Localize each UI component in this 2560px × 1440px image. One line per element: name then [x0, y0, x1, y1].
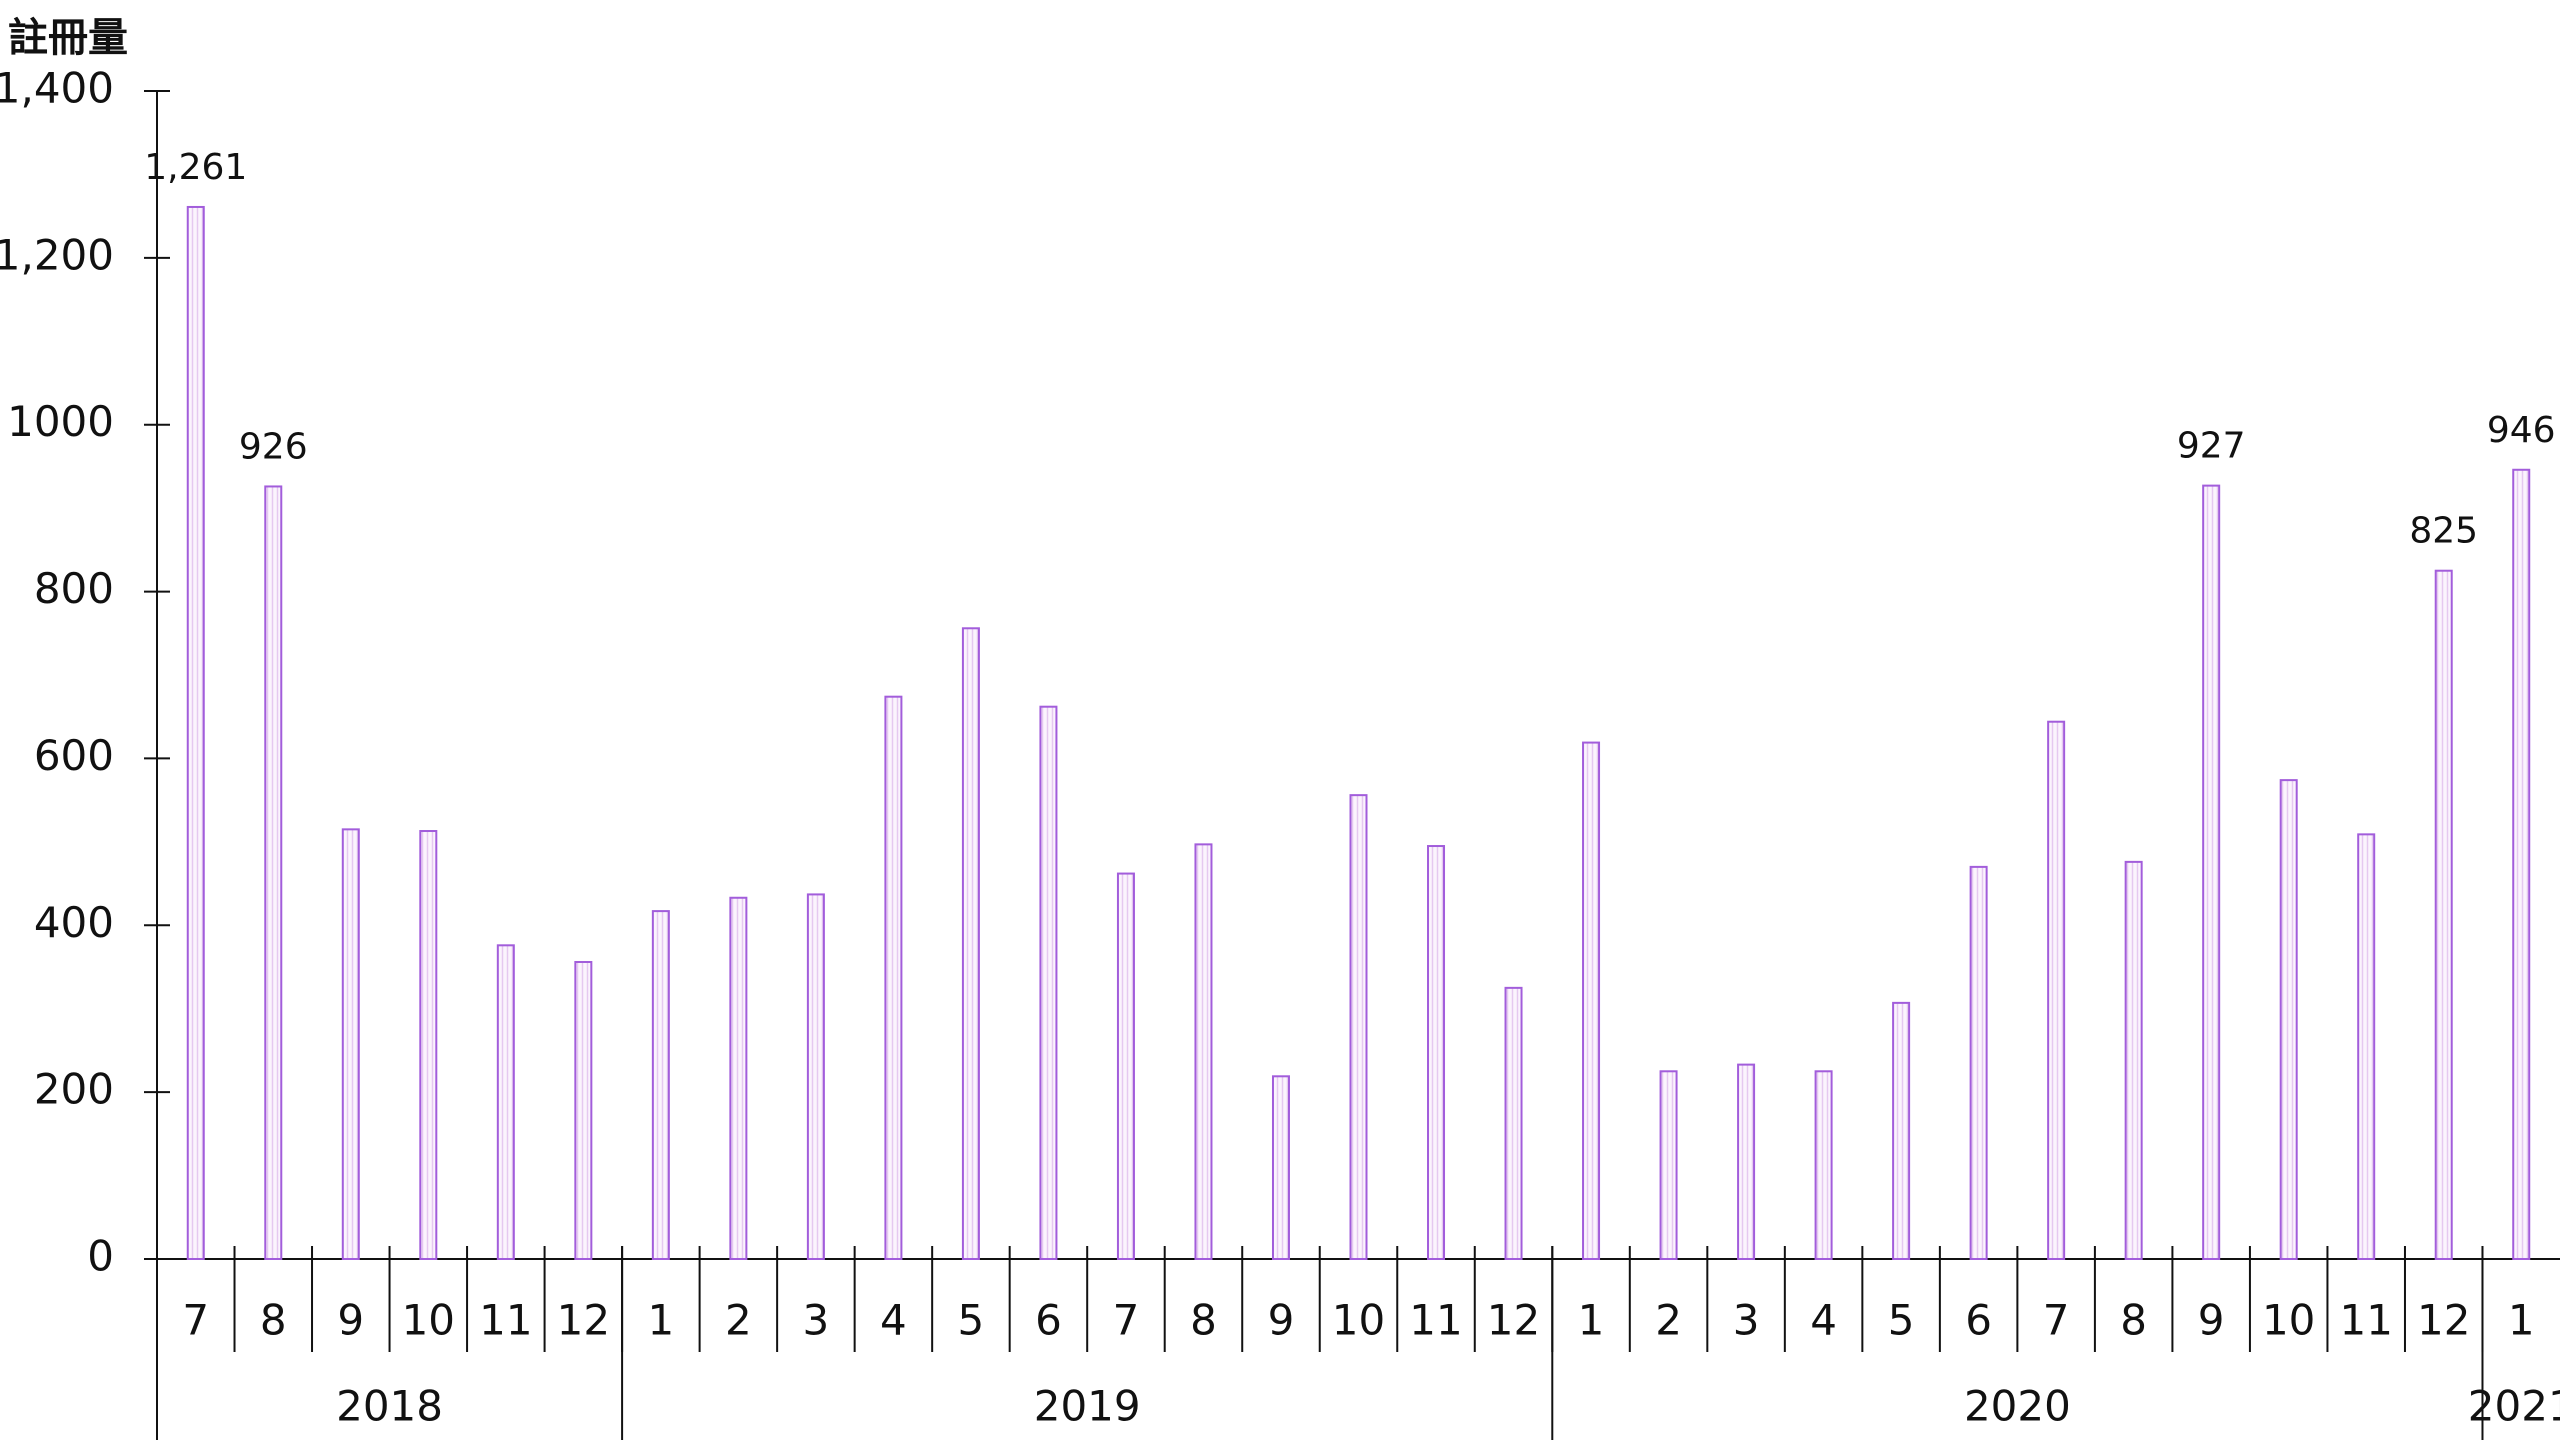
bar [574, 960, 593, 1260]
x-tick-label: 3 [803, 1296, 830, 1345]
y-tick-label: 200 [34, 1065, 114, 1114]
x-tick-label: 5 [1888, 1296, 1915, 1345]
x-tick-label: 3 [1733, 1296, 1760, 1345]
bar [2047, 720, 2066, 1260]
x-tick-label: 10 [2262, 1296, 2315, 1345]
bar [1194, 843, 1213, 1260]
y-tick-label: 1,200 [0, 230, 114, 279]
bar [2124, 860, 2143, 1260]
x-tick-label: 4 [880, 1296, 907, 1345]
bar [1039, 705, 1058, 1260]
group-label: 2020 [1964, 1382, 2071, 1431]
bar [2434, 569, 2453, 1260]
bar [1116, 872, 1135, 1260]
bar [1659, 1070, 1678, 1261]
bar [1271, 1075, 1290, 1260]
value-label: 946 [2487, 410, 2556, 451]
x-tick-label: 8 [2120, 1296, 2147, 1345]
bar [496, 944, 515, 1261]
bar [1969, 865, 1988, 1261]
bar [961, 627, 980, 1260]
y-axis-title: 註冊量 [8, 15, 128, 61]
bar [1427, 845, 1446, 1260]
x-tick-label: 11 [2339, 1296, 2392, 1345]
bar [2279, 779, 2298, 1260]
group-label: 2019 [1034, 1382, 1141, 1431]
x-tick-label: 1 [2508, 1296, 2535, 1345]
bar [884, 695, 903, 1260]
bar [1349, 794, 1368, 1260]
x-tick-label: 5 [958, 1296, 985, 1345]
bar [806, 893, 825, 1260]
bar [419, 830, 438, 1260]
x-tick-label: 9 [337, 1296, 364, 1345]
y-tick-label: 1000 [7, 397, 114, 446]
x-tick-label: 9 [1268, 1296, 1295, 1345]
group-label: 2021 [2468, 1382, 2560, 1431]
x-tick-label: 12 [1487, 1296, 1540, 1345]
bar [729, 896, 748, 1260]
y-tick-label: 400 [34, 898, 114, 947]
x-tick-label: 8 [260, 1296, 287, 1345]
bar [651, 910, 670, 1260]
bar [1892, 1001, 1911, 1260]
bar [341, 828, 360, 1260]
x-tick-label: 9 [2198, 1296, 2225, 1345]
x-tick-label: 7 [2043, 1296, 2070, 1345]
bar [186, 205, 205, 1261]
bar [1814, 1070, 1833, 1261]
x-tick-label: 12 [557, 1296, 610, 1345]
x-tick-label: 11 [1409, 1296, 1462, 1345]
x-tick-label: 1 [1578, 1296, 1605, 1345]
x-tick-label: 10 [1332, 1296, 1385, 1345]
value-label: 825 [2409, 511, 2478, 552]
y-tick-label: 600 [34, 731, 114, 780]
x-tick-label: 6 [1035, 1296, 1062, 1345]
bar [2512, 468, 2531, 1261]
x-tick-label: 2 [725, 1296, 752, 1345]
y-tick-label: 1,400 [0, 64, 114, 113]
bar [1504, 986, 1523, 1260]
y-tick-label: 0 [87, 1232, 114, 1281]
x-tick-label: 2 [1655, 1296, 1682, 1345]
bar [2357, 833, 2376, 1260]
bar [1737, 1063, 1756, 1261]
x-tick-label: 11 [479, 1296, 532, 1345]
x-tick-label: 1 [647, 1296, 674, 1345]
value-label: 926 [239, 426, 308, 467]
x-tick-label: 12 [2417, 1296, 2470, 1345]
value-label: 1,261 [144, 147, 247, 188]
y-tick-label: 800 [34, 564, 114, 613]
x-tick-label: 10 [402, 1296, 455, 1345]
bar [2202, 484, 2221, 1261]
x-tick-label: 7 [182, 1296, 209, 1345]
value-label: 927 [2177, 426, 2246, 467]
x-tick-label: 6 [1965, 1296, 1992, 1345]
x-tick-label: 4 [1810, 1296, 1837, 1345]
bar [1582, 741, 1601, 1260]
x-tick-label: 7 [1113, 1296, 1140, 1345]
bar [264, 485, 283, 1260]
group-label: 2018 [336, 1382, 443, 1431]
x-tick-label: 8 [1190, 1296, 1217, 1345]
